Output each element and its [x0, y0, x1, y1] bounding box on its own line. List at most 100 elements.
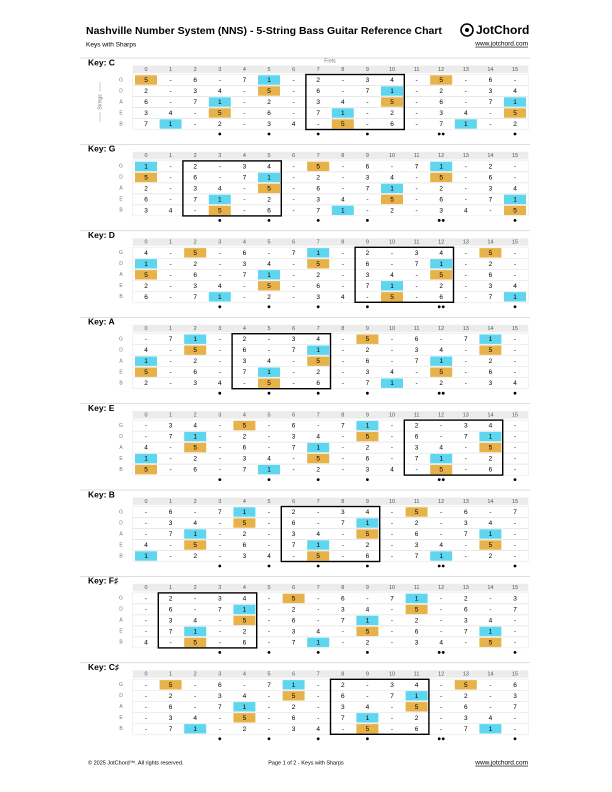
note-cell: -: [465, 196, 467, 203]
note-cell: 1: [439, 456, 443, 463]
note-cell: -: [514, 261, 516, 268]
note-cell: 3: [464, 617, 468, 624]
note-cell: -: [170, 542, 172, 549]
note-highlight: [184, 248, 207, 258]
string-name: G: [119, 509, 123, 515]
note-cell: 7: [169, 726, 173, 733]
note-cell: -: [342, 261, 344, 268]
note-cell: 4: [366, 509, 370, 516]
note-cell: 5: [489, 250, 493, 257]
note-cell: -: [342, 369, 344, 376]
note-cell: -: [465, 77, 467, 84]
note-cell: 6: [169, 704, 173, 711]
note-cell: -: [219, 628, 221, 635]
note-cell: 3: [341, 509, 345, 516]
note-cell: 1: [513, 99, 517, 106]
string-name: G: [119, 77, 123, 83]
note-cell: 6: [366, 358, 370, 365]
note-cell: 4: [390, 272, 394, 279]
note-cell: 7: [366, 88, 370, 95]
fret-number: 7: [317, 585, 320, 591]
key-label: Key: D: [88, 230, 115, 240]
note-highlight: [307, 637, 330, 648]
note-cell: -: [243, 88, 245, 95]
note-cell: 2: [193, 163, 197, 170]
fret-header-band: [132, 411, 529, 419]
note-highlight: [307, 453, 330, 464]
note-cell: -: [219, 434, 221, 441]
fret-marker: [218, 737, 222, 741]
note-cell: 4: [218, 283, 222, 290]
note-cell: 6: [366, 456, 370, 463]
note-cell: 3: [366, 77, 370, 84]
header-url[interactable]: www.jotchord.com: [474, 41, 528, 48]
fret-number: 15: [512, 240, 518, 246]
fret-number: 7: [317, 672, 320, 678]
position-box: [231, 333, 332, 390]
note-cell: -: [416, 369, 418, 376]
note-cell: 7: [243, 467, 247, 474]
note-cell: -: [219, 445, 221, 452]
fret-number: 12: [438, 585, 444, 591]
note-cell: 4: [390, 174, 394, 181]
note-cell: 1: [366, 617, 370, 624]
note-cell: -: [219, 553, 221, 560]
fret-number: 5: [267, 67, 270, 73]
note-cell: -: [293, 88, 295, 95]
note-highlight: [184, 529, 207, 539]
note-cell: -: [391, 715, 393, 722]
position-box: [354, 246, 455, 304]
note-cell: -: [219, 715, 221, 722]
string-name: A: [119, 272, 123, 278]
fret-marker: [218, 305, 222, 309]
string-name: E: [119, 197, 123, 203]
note-cell: -: [366, 693, 368, 700]
note-cell: 1: [267, 174, 271, 181]
note-cell: 3: [144, 110, 148, 117]
note-highlight: [184, 431, 207, 442]
note-cell: -: [489, 682, 491, 689]
fret-marker: [366, 478, 369, 481]
note-cell: 6: [292, 715, 296, 722]
fret-marker: [316, 305, 320, 309]
note-cell: -: [145, 434, 147, 441]
note-cell: 1: [292, 682, 296, 689]
note-cell: -: [342, 553, 344, 560]
frets-label: Frets: [324, 58, 336, 64]
fret-number: 11: [414, 326, 420, 332]
note-cell: -: [219, 520, 221, 527]
note-highlight: [405, 507, 428, 517]
note-cell: 7: [193, 99, 197, 106]
note-cell: -: [170, 163, 172, 170]
note-cell: 2: [439, 380, 443, 387]
note-highlight: [135, 551, 157, 561]
fret-number: 9: [366, 499, 369, 505]
note-cell: -: [219, 542, 221, 549]
note-highlight: [307, 345, 330, 355]
note-cell: 3: [489, 380, 493, 387]
note-cell: 2: [415, 520, 419, 527]
fret-number: 12: [438, 672, 444, 678]
note-cell: -: [219, 77, 221, 84]
note-cell: 6: [243, 250, 247, 257]
note-cell: 7: [390, 693, 394, 700]
fret-number: 14: [487, 499, 493, 505]
note-cell: 6: [169, 606, 173, 613]
note-cell: -: [268, 250, 270, 257]
note-cell: 2: [489, 358, 493, 365]
note-cell: 4: [366, 704, 370, 711]
string-name: D: [119, 175, 123, 181]
note-highlight: [184, 626, 207, 637]
note-cell: -: [293, 358, 295, 365]
row-band: [132, 193, 529, 206]
note-highlight: [135, 172, 157, 183]
note-cell: 1: [439, 261, 443, 268]
note-cell: -: [342, 336, 344, 343]
note-highlight: [208, 292, 231, 302]
note-cell: 2: [243, 628, 247, 635]
fret-number: 8: [341, 67, 344, 73]
note-highlight: [405, 593, 428, 604]
note-cell: -: [145, 336, 147, 343]
note-cell: 3: [489, 185, 493, 192]
footer-url[interactable]: www.jotchord.com: [474, 760, 528, 767]
